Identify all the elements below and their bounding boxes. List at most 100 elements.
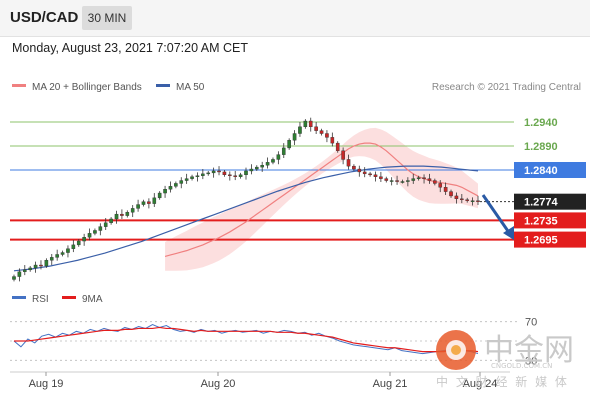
level-label-1.2695: 1.2695 (524, 235, 558, 247)
ma50-legend-swatch (156, 84, 170, 87)
candle-body (93, 230, 97, 234)
watermark-url: CNGOLD.COM.CN (491, 362, 552, 370)
candle-body (341, 150, 345, 160)
rsi-ma-legend-label: 9MA (82, 294, 103, 305)
rsi-pane: 70 30 (10, 317, 537, 367)
candle-body (265, 162, 270, 166)
candle-body (368, 173, 372, 176)
candle-body (384, 178, 389, 181)
rsi-level-label-70: 70 (525, 317, 537, 329)
price-levels: 1.2940 1.2890 1.2840 1.2774 1.2735 1.2695 (10, 117, 586, 248)
rsi-level-label-30: 30 (525, 355, 537, 367)
candle-body (120, 213, 124, 216)
ma50-legend-label: MA 50 (176, 82, 205, 93)
level-label-1.2774: 1.2774 (524, 197, 559, 209)
candle-body (438, 183, 443, 188)
ma20-line (164, 142, 479, 257)
candle-body (476, 200, 480, 202)
candle-body (244, 170, 248, 176)
candle-body (141, 201, 146, 205)
rsi-ma-line (14, 326, 479, 353)
candle-body (222, 171, 227, 175)
x-axis-labels: Aug 19 Aug 20 Aug 21 Aug 24 (29, 372, 498, 390)
candle-body (195, 175, 200, 177)
candle-body (179, 180, 184, 184)
candle-body (303, 120, 308, 128)
rsi-ma-legend-swatch (62, 296, 76, 299)
candle-body (260, 164, 264, 168)
candle-body (287, 140, 291, 149)
level-box-1.2774 (514, 193, 586, 210)
candle-body (406, 180, 410, 182)
level-label-1.2890: 1.2890 (524, 141, 558, 153)
level-box-1.2735 (514, 212, 586, 229)
bollinger-band (165, 127, 478, 271)
candle-body (49, 257, 54, 261)
copyright-label: Research © 2021 Trading Central (432, 82, 581, 93)
x-label-Aug-24: Aug 24 (463, 378, 498, 390)
ma20-legend-label: MA 20 + Bollinger Bands (32, 82, 142, 93)
candle-body (308, 120, 313, 128)
candle-body (211, 170, 216, 174)
candle-body (109, 218, 113, 224)
candle-body (217, 170, 221, 173)
candle-body (190, 176, 194, 179)
level-box-1.2840 (514, 162, 586, 178)
candle-body (136, 204, 140, 209)
candle-body (114, 213, 119, 220)
candle-body (44, 260, 49, 267)
candle-body (33, 264, 38, 269)
candle-body (346, 159, 351, 167)
level-label-1.2735: 1.2735 (524, 215, 558, 227)
bollinger-band-area (165, 127, 478, 271)
candle-body (335, 142, 340, 151)
candle-body (281, 147, 286, 155)
candle-body (163, 188, 167, 194)
candle-body (470, 200, 475, 202)
candle-body (325, 133, 329, 138)
x-label-Aug-20: Aug 20 (201, 378, 236, 390)
candle-body (39, 264, 43, 267)
watermark-subtext: 中 文 财 经 新 媒 体 (436, 374, 569, 389)
candle-body (357, 168, 362, 173)
candle-body (389, 180, 394, 182)
candle-body (228, 174, 232, 177)
candle-body (174, 183, 178, 187)
candles (12, 117, 480, 282)
candle-body (22, 269, 27, 272)
candle-body (319, 130, 324, 134)
forecast-arrow (481, 194, 514, 240)
candle-body (55, 254, 59, 258)
candle-body (449, 191, 453, 197)
candle-body (184, 178, 189, 181)
candle-body (12, 276, 16, 280)
watermark-text: 中金网 (484, 333, 574, 368)
candle-body (103, 222, 108, 227)
candle-body (98, 226, 103, 231)
header-bar: USD/CAD 30 MIN (0, 0, 590, 37)
candle-body (17, 271, 22, 277)
candle-body (276, 154, 281, 160)
ma20-legend-swatch (12, 84, 26, 87)
candle-body (66, 248, 70, 253)
candle-body (28, 267, 32, 271)
candle-body (254, 166, 259, 170)
candle-body (460, 198, 464, 201)
x-label-Aug-19: Aug 19 (29, 378, 64, 390)
timeframe-button[interactable]: 30 MIN (82, 6, 132, 30)
watermark: 中金网 CNGOLD.COM.CN 中 文 财 经 新 媒 体 (436, 330, 574, 389)
candle-body (416, 177, 421, 179)
rsi-legend-label: RSI (32, 294, 49, 305)
candle-body (465, 199, 470, 201)
candle-body (60, 252, 65, 255)
candle-body (271, 159, 275, 163)
candle-body (130, 208, 135, 213)
candle-body (87, 233, 92, 238)
candle-body (395, 180, 399, 182)
level-label-1.2840: 1.2840 (524, 165, 558, 177)
level-label-1.2940: 1.2940 (524, 117, 558, 129)
candle-body (427, 178, 432, 181)
candle-body (298, 126, 302, 134)
candle-body (454, 195, 459, 199)
symbol-title: USD/CAD (10, 9, 79, 26)
